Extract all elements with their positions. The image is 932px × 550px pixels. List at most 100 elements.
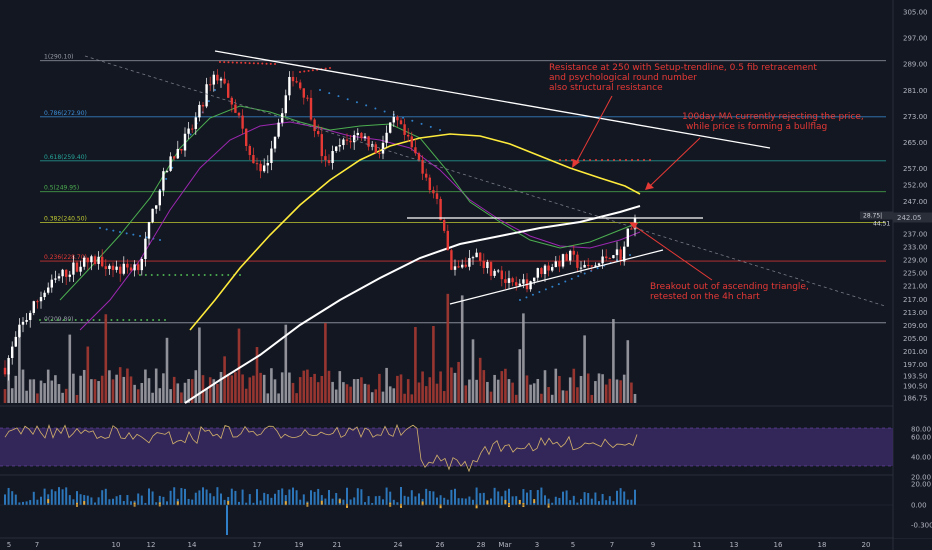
- candle-body: [234, 104, 237, 113]
- candle-body: [259, 163, 262, 172]
- downtrend-line[interactable]: [214, 50, 771, 149]
- osc-bar: [374, 496, 377, 505]
- price-tick-label: 252.00: [903, 182, 928, 190]
- osc-bar: [11, 491, 14, 505]
- sar-dot: [56, 319, 59, 321]
- volume-bar: [54, 375, 57, 403]
- osc-bar: [590, 498, 593, 505]
- osc-bar: [230, 488, 233, 505]
- fib-label: 0.5(249.95): [44, 185, 79, 192]
- osc-bar: [202, 487, 204, 505]
- candle-body: [115, 266, 118, 270]
- volume-bar: [7, 373, 10, 403]
- volume-bar: [252, 375, 255, 403]
- sar-dot: [112, 229, 115, 232]
- candle-body: [378, 152, 381, 154]
- candle-body: [381, 142, 385, 154]
- volume-bar: [39, 380, 43, 403]
- osc-bar: [497, 491, 500, 505]
- annotation-ma100: 100day MA currently rejecting the price,…: [682, 112, 864, 132]
- osc-bar: [54, 491, 57, 505]
- volume-bar: [277, 393, 280, 403]
- candle-body: [547, 265, 550, 271]
- sar-dot: [98, 319, 101, 321]
- sar-dot: [355, 101, 358, 104]
- ma100-arrowhead: [645, 182, 654, 190]
- sar-dot: [257, 62, 260, 65]
- volume-bar: [320, 376, 324, 403]
- candle-body: [108, 265, 111, 269]
- volume-bar: [313, 373, 316, 403]
- volume-bar: [504, 368, 507, 403]
- osc-bar: [616, 490, 618, 505]
- sar-dot: [39, 319, 41, 321]
- osc-bar: [464, 498, 467, 505]
- volume-bar: [115, 374, 118, 403]
- candle-body: [198, 104, 201, 118]
- volume-bar: [432, 325, 435, 403]
- volume-bar: [385, 367, 388, 403]
- volume-bars: [3, 293, 637, 403]
- sar-dot: [215, 274, 218, 276]
- volume-bar: [590, 394, 594, 403]
- osc-bar: [392, 499, 395, 505]
- sar-dot: [265, 62, 268, 65]
- candle-body: [374, 144, 377, 153]
- volume-bar: [82, 369, 86, 403]
- candle-body: [475, 252, 478, 258]
- date-tick-label: 11: [693, 541, 702, 549]
- price-axis[interactable]: 305.00 297.00 289.00 281.00 273.00 265.00 257.…: [860, 0, 932, 538]
- osc-bar: [266, 494, 269, 505]
- candle-body: [399, 120, 403, 125]
- volume-bar: [46, 369, 50, 403]
- osc-bar: [216, 487, 219, 505]
- volume-bar: [104, 314, 108, 403]
- price-tick-label: 257.00: [903, 165, 928, 173]
- sar-dot: [596, 267, 599, 270]
- candle-body: [536, 268, 539, 278]
- volume-bar: [190, 379, 194, 403]
- osc-bar-alt: [421, 501, 424, 506]
- volume-bar: [396, 375, 399, 403]
- volume-bar: [50, 380, 54, 403]
- volume-bar: [118, 367, 122, 403]
- sar-dot: [168, 274, 171, 276]
- candle-body: [227, 83, 230, 98]
- candle-body: [97, 256, 100, 264]
- price-tick-label: 193.50: [903, 372, 928, 380]
- candle-body: [428, 177, 431, 191]
- candle-body: [439, 198, 442, 221]
- oscillator-pane: [0, 487, 893, 535]
- volume-bar: [266, 393, 270, 403]
- osc-bar-alt: [389, 502, 392, 507]
- candle-body: [187, 128, 190, 134]
- osc-bar: [457, 498, 460, 505]
- volume-bar: [579, 376, 583, 403]
- osc-bar: [29, 500, 32, 505]
- triangle-bottom-line[interactable]: [449, 249, 664, 305]
- candle-body: [453, 266, 457, 270]
- candle-body: [29, 312, 32, 321]
- candle-body: [623, 246, 626, 262]
- candle-body: [14, 336, 17, 347]
- volume-bar: [28, 379, 32, 403]
- candle-body: [522, 279, 525, 284]
- sar-dot: [303, 70, 306, 73]
- osc-bar-alt: [346, 503, 348, 508]
- candle-body: [306, 97, 309, 99]
- sar-dot: [329, 67, 331, 69]
- osc-bar: [43, 488, 46, 505]
- date-axis[interactable]: 5 7 10 12 14 17 19 21 24 26 28 Mar 3 5 7 9 11 13 16 18 20: [7, 541, 871, 549]
- candle-body: [18, 324, 21, 337]
- osc-bar: [414, 496, 417, 505]
- osc-bar: [284, 495, 287, 505]
- sar-dot: [110, 319, 113, 321]
- osc-bar-alt: [475, 504, 478, 509]
- volume-bar: [568, 377, 572, 403]
- osc-bar: [619, 488, 622, 505]
- volume-bar: [309, 377, 313, 403]
- volume-bar: [324, 322, 327, 403]
- candle-body: [594, 265, 597, 267]
- ma100-arrow: [649, 137, 701, 187]
